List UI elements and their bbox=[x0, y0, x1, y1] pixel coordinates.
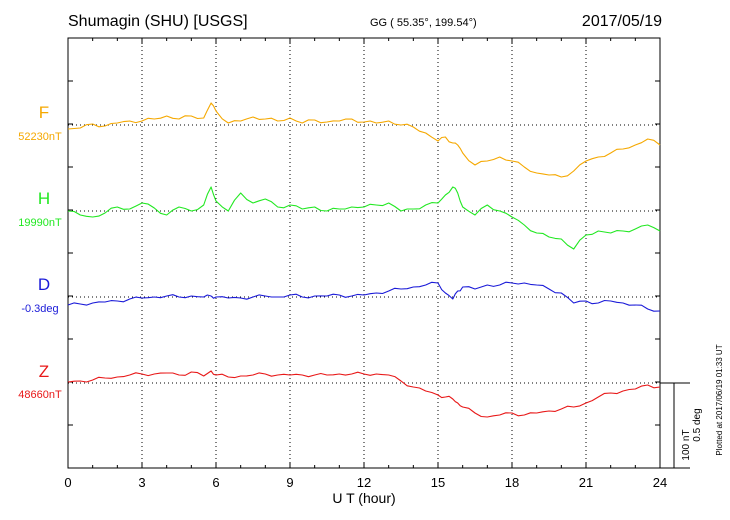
series-name-h: H bbox=[38, 189, 50, 208]
x-tick-label: 15 bbox=[431, 475, 445, 490]
series-labels: F 52230nT H 19990nT D -0.3deg Z 48660nT bbox=[18, 103, 62, 401]
traces bbox=[67, 102, 661, 418]
scale-bar: 100 nT 0.5 deg bbox=[660, 382, 703, 469]
series-baseline-f: 52230nT bbox=[18, 131, 62, 143]
x-tick-labels: 0 3 6 9 12 15 18 21 24 bbox=[64, 475, 667, 490]
plotted-note: Plotted at 2017/06/19 01:33 UT bbox=[715, 344, 724, 455]
grid-lines bbox=[68, 38, 660, 468]
date-label: 2017/05/19 bbox=[582, 13, 662, 30]
series-name-f: F bbox=[39, 103, 49, 122]
x-tick-label: 12 bbox=[357, 475, 371, 490]
scale-bar-nt-label: 100 nT bbox=[681, 429, 692, 460]
x-tick-label: 3 bbox=[138, 475, 145, 490]
series-baseline-d: -0.3deg bbox=[21, 303, 58, 315]
axis-ticks bbox=[67, 38, 661, 468]
coordinates-label: GG ( 55.35°, 199.54°) bbox=[370, 17, 477, 29]
station-title: Shumagin (SHU) [USGS] bbox=[68, 13, 248, 30]
scale-bar-deg-label: 0.5 deg bbox=[692, 408, 703, 441]
trace-f bbox=[67, 102, 661, 178]
x-tick-label: 6 bbox=[212, 475, 219, 490]
trace-d bbox=[67, 281, 661, 312]
x-tick-label: 0 bbox=[64, 475, 71, 490]
series-name-z: Z bbox=[39, 362, 49, 381]
x-tick-label: 24 bbox=[653, 475, 667, 490]
series-baseline-z: 48660nT bbox=[18, 389, 62, 401]
x-axis-title: U T (hour) bbox=[332, 490, 395, 506]
x-tick-label: 9 bbox=[286, 475, 293, 490]
series-name-d: D bbox=[38, 275, 50, 294]
trace-h bbox=[67, 186, 661, 250]
x-tick-label: 18 bbox=[505, 475, 519, 490]
trace-z bbox=[67, 370, 661, 418]
series-baseline-h: 19990nT bbox=[18, 217, 62, 229]
x-tick-label: 21 bbox=[579, 475, 593, 490]
